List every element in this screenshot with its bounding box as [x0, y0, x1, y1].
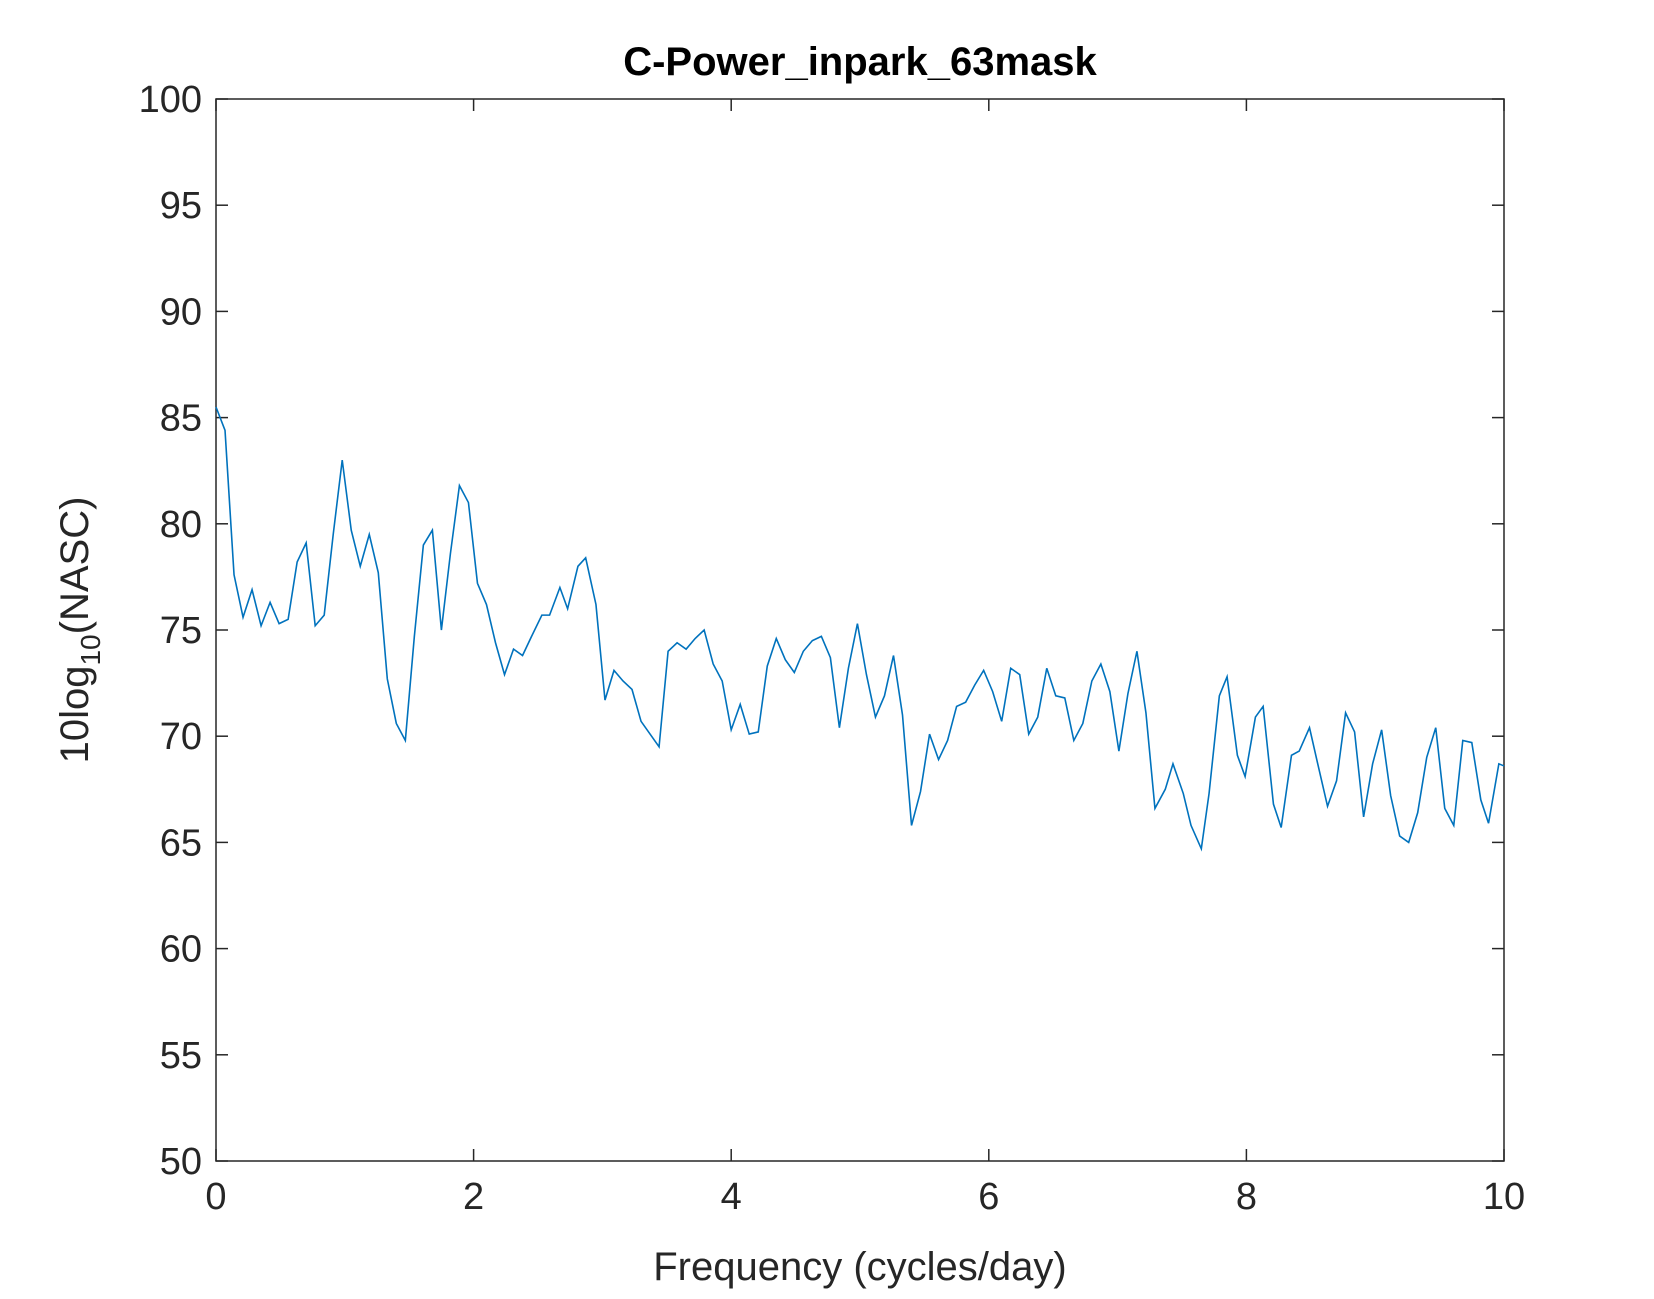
y-axis-label-part: (NASC): [53, 497, 97, 635]
y-axis-label-part: 10log: [53, 666, 97, 764]
y-tick-label: 85: [160, 398, 202, 440]
y-tick-label: 70: [160, 716, 202, 758]
y-tick-label: 90: [160, 291, 202, 333]
x-tick-label: 2: [463, 1176, 484, 1218]
x-tick-label: 4: [721, 1176, 742, 1218]
y-tick-label: 55: [160, 1035, 202, 1077]
axes-box: [215, 98, 1505, 1162]
y-tick-label: 100: [139, 79, 202, 121]
y-tick-label: 50: [160, 1141, 202, 1183]
x-tick-label: 0: [205, 1176, 226, 1218]
y-tick-label: 60: [160, 929, 202, 971]
x-tick-label: 10: [1483, 1176, 1525, 1218]
y-tick-label: 65: [160, 822, 202, 864]
x-axis-label: Frequency (cycles/day): [653, 1245, 1066, 1289]
x-tick-label: 6: [978, 1176, 999, 1218]
y-axis-label: 10log10(NASC): [53, 497, 106, 764]
x-tick-label: 8: [1236, 1176, 1257, 1218]
chart-title: C-Power_inpark_63mask: [623, 40, 1097, 84]
y-tick-label: 95: [160, 185, 202, 227]
y-axis-label-subscript: 10: [75, 634, 106, 665]
data-line: [215, 406, 1505, 852]
y-tick-label: 75: [160, 610, 202, 652]
y-tick-label: 80: [160, 504, 202, 546]
